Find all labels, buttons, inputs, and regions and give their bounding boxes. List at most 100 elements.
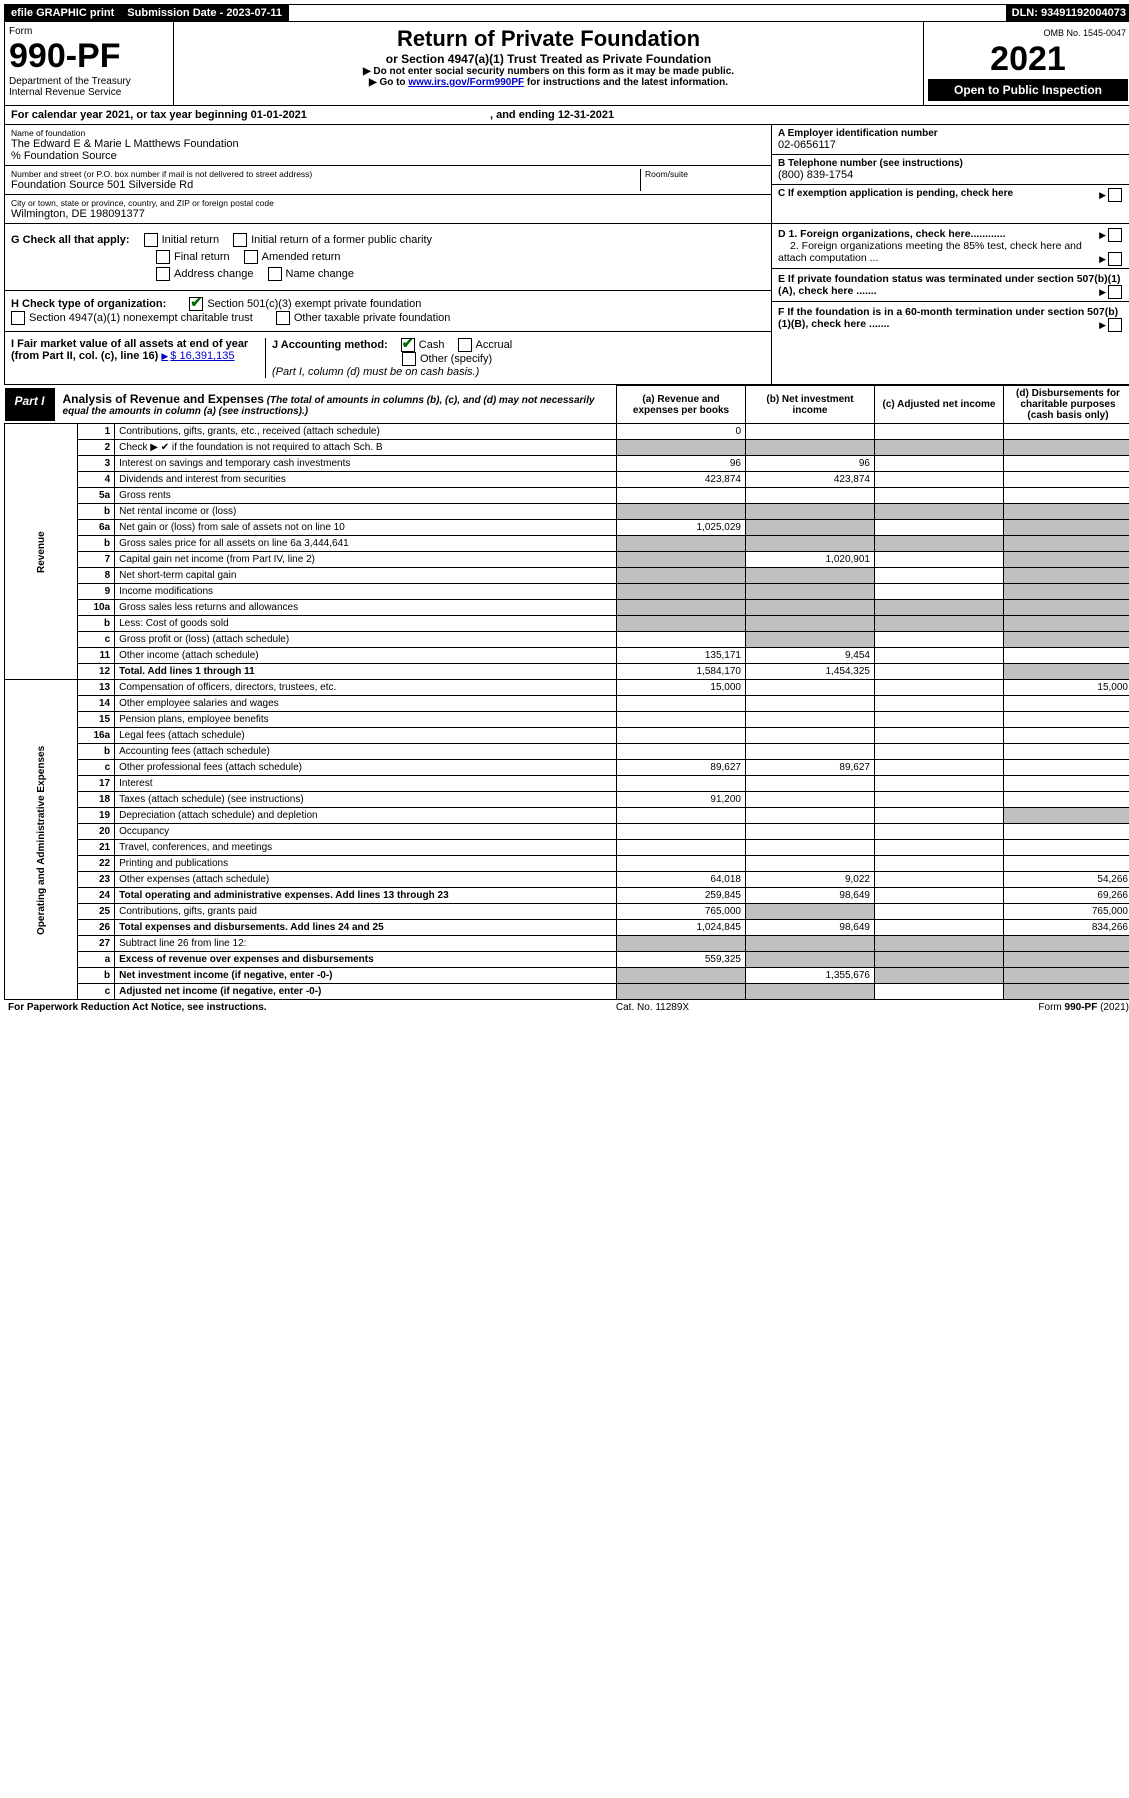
row-number: b [78,744,115,760]
street-label: Number and street (or P.O. box number if… [11,169,640,179]
cell-a: 1,584,170 [617,664,746,680]
cell-d [1004,552,1129,568]
row-number: 25 [78,904,115,920]
accrual-checkbox[interactable] [458,338,472,352]
calendar-year-row: For calendar year 2021, or tax year begi… [4,106,1129,125]
row-number: 27 [78,936,115,952]
initial-return-checkbox[interactable] [144,233,158,247]
cell-c [875,952,1004,968]
table-row: 14Other employee salaries and wages [5,696,1129,712]
row-number: c [78,632,115,648]
501c3-checkbox[interactable] [189,297,203,311]
final-return-checkbox[interactable] [156,250,170,264]
row-label: Total. Add lines 1 through 11 [115,664,617,680]
cell-d [1004,648,1129,664]
cell-c [875,680,1004,696]
d2-checkbox[interactable] [1108,252,1122,266]
f-checkbox[interactable] [1108,318,1122,332]
row-label: Gross sales less returns and allowances [115,600,617,616]
address-change-checkbox[interactable] [156,267,170,281]
row-label: Contributions, gifts, grants paid [115,904,617,920]
cell-c [875,856,1004,872]
open-public-badge: Open to Public Inspection [928,79,1128,101]
instructions-link[interactable]: www.irs.gov/Form990PF [408,77,524,88]
form-label: Form [9,26,169,37]
table-row: 23Other expenses (attach schedule)64,018… [5,872,1129,888]
e-checkbox[interactable] [1108,285,1122,299]
part1-table: Part I Analysis of Revenue and Expenses … [4,385,1129,1000]
cash-checkbox[interactable] [401,338,415,352]
other-method-checkbox[interactable] [402,352,416,366]
cell-a [617,600,746,616]
cell-d [1004,744,1129,760]
row-number: 1 [78,424,115,440]
cell-d [1004,968,1129,984]
table-row: 22Printing and publications [5,856,1129,872]
cell-d [1004,664,1129,680]
cell-c [875,792,1004,808]
cell-a [617,840,746,856]
cell-b: 96 [746,456,875,472]
part1-label: Part I [5,388,55,421]
amended-return-checkbox[interactable] [244,250,258,264]
tax-year: 2021 [928,40,1128,79]
table-row: 17Interest [5,776,1129,792]
cell-d [1004,728,1129,744]
table-row: 6aNet gain or (loss) from sale of assets… [5,520,1129,536]
cell-a [617,536,746,552]
cell-c [875,600,1004,616]
cell-d: 54,266 [1004,872,1129,888]
row-label: Other employee salaries and wages [115,696,617,712]
row-number: c [78,760,115,776]
cell-b [746,440,875,456]
d1-label: D 1. Foreign organizations, check here..… [778,228,1006,240]
cell-a: 0 [617,424,746,440]
cell-b: 9,454 [746,648,875,664]
cell-a: 559,325 [617,952,746,968]
cell-a [617,552,746,568]
cell-b [746,488,875,504]
cell-a [617,584,746,600]
name-change-checkbox[interactable] [268,267,282,281]
cell-b: 98,649 [746,920,875,936]
care-of: % Foundation Source [11,150,765,162]
exemption-checkbox[interactable] [1108,188,1122,202]
cell-a [617,632,746,648]
initial-public-checkbox[interactable] [233,233,247,247]
room-label: Room/suite [645,169,765,179]
row-label: Occupancy [115,824,617,840]
4947-checkbox[interactable] [11,311,25,325]
cell-b [746,696,875,712]
footer: For Paperwork Reduction Act Notice, see … [4,1000,1129,1015]
table-row: cOther professional fees (attach schedul… [5,760,1129,776]
cell-d: 765,000 [1004,904,1129,920]
cell-d: 15,000 [1004,680,1129,696]
city: Wilmington, DE 198091377 [11,208,765,220]
other-taxable-checkbox[interactable] [276,311,290,325]
cell-c [875,824,1004,840]
d2-label: 2. Foreign organizations meeting the 85%… [778,240,1082,264]
cell-b: 423,874 [746,472,875,488]
table-row: Revenue1Contributions, gifts, grants, et… [5,424,1129,440]
cell-b [746,936,875,952]
row-label: Check ▶ ✔ if the foundation is not requi… [115,440,617,456]
table-row: 5aGross rents [5,488,1129,504]
cell-a [617,504,746,520]
fmv-value[interactable]: $ 16,391,135 [161,350,234,362]
irs-label: Internal Revenue Service [9,87,169,98]
cell-a: 423,874 [617,472,746,488]
row-label: Net gain or (loss) from sale of assets n… [115,520,617,536]
cell-a: 89,627 [617,760,746,776]
omb-number: OMB No. 1545-0047 [928,26,1128,40]
table-row: 3Interest on savings and temporary cash … [5,456,1129,472]
d1-checkbox[interactable] [1108,228,1122,242]
cell-a [617,488,746,504]
row-number: 12 [78,664,115,680]
cell-d [1004,808,1129,824]
row-number: c [78,984,115,1000]
dln: DLN: 93491192004073 [1006,5,1129,21]
cell-a [617,824,746,840]
col-a-header: (a) Revenue and expenses per books [617,386,746,424]
cell-d [1004,840,1129,856]
cell-c [875,760,1004,776]
